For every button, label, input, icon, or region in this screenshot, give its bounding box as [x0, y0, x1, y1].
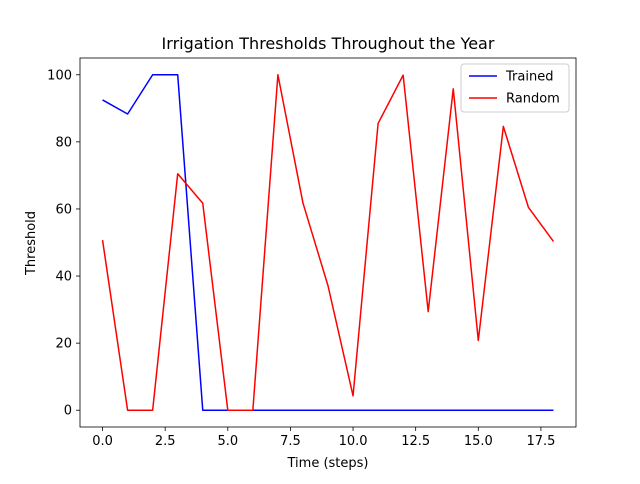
legend-label-random: Random	[506, 92, 560, 107]
x-tick-label: 0.0	[92, 434, 113, 449]
x-tick-label: 10.0	[339, 434, 368, 449]
x-tick-label: 17.5	[526, 434, 555, 449]
axes-frame	[79, 57, 577, 428]
x-tick-label: 15.0	[464, 434, 493, 449]
legend-label-trained: Trained	[505, 70, 553, 85]
x-tick-label: 5.0	[217, 434, 238, 449]
legend: Trained Random	[460, 63, 570, 113]
y-tick-label: 100	[47, 68, 72, 83]
y-tick-label: 80	[55, 135, 72, 150]
x-axis-label: Time (steps)	[287, 456, 369, 471]
x-tick-label: 12.5	[401, 434, 430, 449]
y-tick-label: 20	[55, 337, 72, 352]
x-tick-label: 7.5	[280, 434, 301, 449]
y-tick-label: 60	[55, 202, 72, 217]
x-tick-label: 2.5	[155, 434, 176, 449]
chart-title: Irrigation Thresholds Throughout the Yea…	[162, 34, 495, 53]
y-axis-label: Threshold	[24, 211, 39, 276]
y-tick-label: 0	[64, 404, 72, 419]
series-line-trained	[102, 74, 554, 411]
axes: 0.0 2.5 5.0 7.5 10.0 12.5 15.0 17.5 0 20 40 60 80 100	[47, 57, 577, 449]
plot-area	[101, 74, 555, 411]
series-line-random	[101, 74, 555, 411]
y-tick-label: 40	[55, 270, 72, 285]
